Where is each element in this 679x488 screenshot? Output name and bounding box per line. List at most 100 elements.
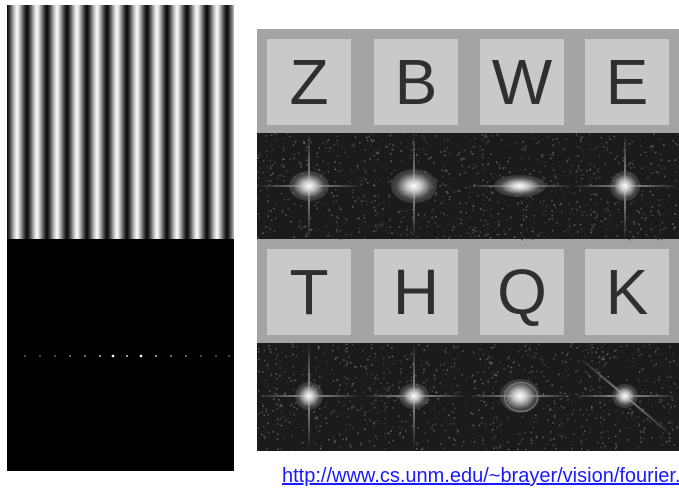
noise-speck [561,423,563,425]
noise-speck [267,211,269,213]
noise-speck [366,201,368,203]
noise-speck [537,235,539,237]
noise-speck [658,172,660,174]
noise-speck [479,349,481,351]
noise-speck [533,170,535,172]
noise-speck [343,405,345,407]
noise-speck [392,385,394,387]
noise-speck [327,362,329,364]
noise-speck [529,350,531,352]
noise-speck [597,369,599,371]
noise-speck [649,421,651,423]
noise-speck [457,354,459,356]
noise-speck [670,404,672,406]
noise-speck [257,157,259,159]
noise-speck [638,447,640,449]
noise-speck [450,152,452,154]
noise-speck [582,151,584,153]
noise-speck [544,448,546,450]
noise-speck [439,185,441,187]
letters-fourier-figure: Z B W E T H Q K [257,29,679,451]
noise-speck [510,371,512,373]
noise-speck [400,373,402,375]
noise-speck [605,386,607,388]
noise-speck [484,230,486,232]
noise-speck [486,136,488,138]
noise-speck [464,150,466,152]
noise-speck [562,352,564,354]
noise-speck [320,448,322,450]
noise-speck [566,376,568,378]
noise-speck [446,191,448,193]
noise-speck [537,420,539,422]
noise-speck [466,212,467,214]
noise-speck [581,212,583,214]
noise-speck [270,146,272,148]
noise-speck [434,378,436,380]
noise-speck [328,151,330,153]
noise-speck [260,156,262,158]
noise-speck [387,388,389,390]
noise-speck [673,360,675,362]
noise-speck [665,358,667,360]
noise-speck [582,392,584,394]
noise-speck [498,401,500,403]
noise-speck [267,365,269,367]
noise-speck [582,215,584,217]
noise-speck [508,366,510,368]
noise-speck [337,170,339,172]
noise-speck [335,189,337,191]
noise-speck [576,347,578,349]
noise-speck [540,358,542,360]
noise-speck [660,154,662,156]
noise-speck [388,233,390,235]
noise-speck [633,224,635,226]
noise-speck [373,403,375,405]
noise-speck [591,229,593,231]
noise-speck [486,188,488,190]
noise-speck [549,379,551,381]
noise-speck [454,378,456,380]
noise-speck [487,223,489,225]
noise-speck [500,195,502,197]
noise-speck [348,356,350,358]
noise-speck [326,402,328,404]
source-link[interactable]: http://www.cs.unm.edu/~brayer/vision/fou… [282,465,679,488]
noise-speck [271,374,273,376]
noise-speck [607,190,609,192]
noise-speck [663,432,665,434]
noise-speck [591,386,593,388]
noise-speck [520,200,522,202]
noise-speck [402,160,404,162]
noise-speck [590,348,592,350]
noise-speck [379,179,381,181]
noise-speck [525,449,527,451]
noise-speck [650,360,652,362]
noise-speck [473,425,475,427]
noise-speck [496,134,498,136]
noise-speck [473,206,475,208]
noise-speck [591,344,593,346]
noise-speck [333,436,335,438]
noise-speck [519,364,521,366]
noise-speck [653,365,655,367]
noise-speck [493,417,495,419]
noise-speck [353,145,355,147]
noise-speck [607,353,609,355]
noise-speck [415,375,417,377]
noise-speck [363,392,365,394]
noise-speck [375,353,377,355]
noise-speck [552,139,554,141]
noise-speck [384,388,386,390]
noise-speck [522,141,524,143]
noise-speck [477,372,479,374]
noise-speck [336,201,338,203]
noise-speck [257,237,259,239]
noise-speck [528,158,530,160]
noise-speck [350,424,352,426]
noise-speck [442,349,444,351]
noise-speck [607,376,609,378]
noise-speck [335,169,337,171]
noise-speck [486,197,488,199]
noise-speck [581,440,583,442]
